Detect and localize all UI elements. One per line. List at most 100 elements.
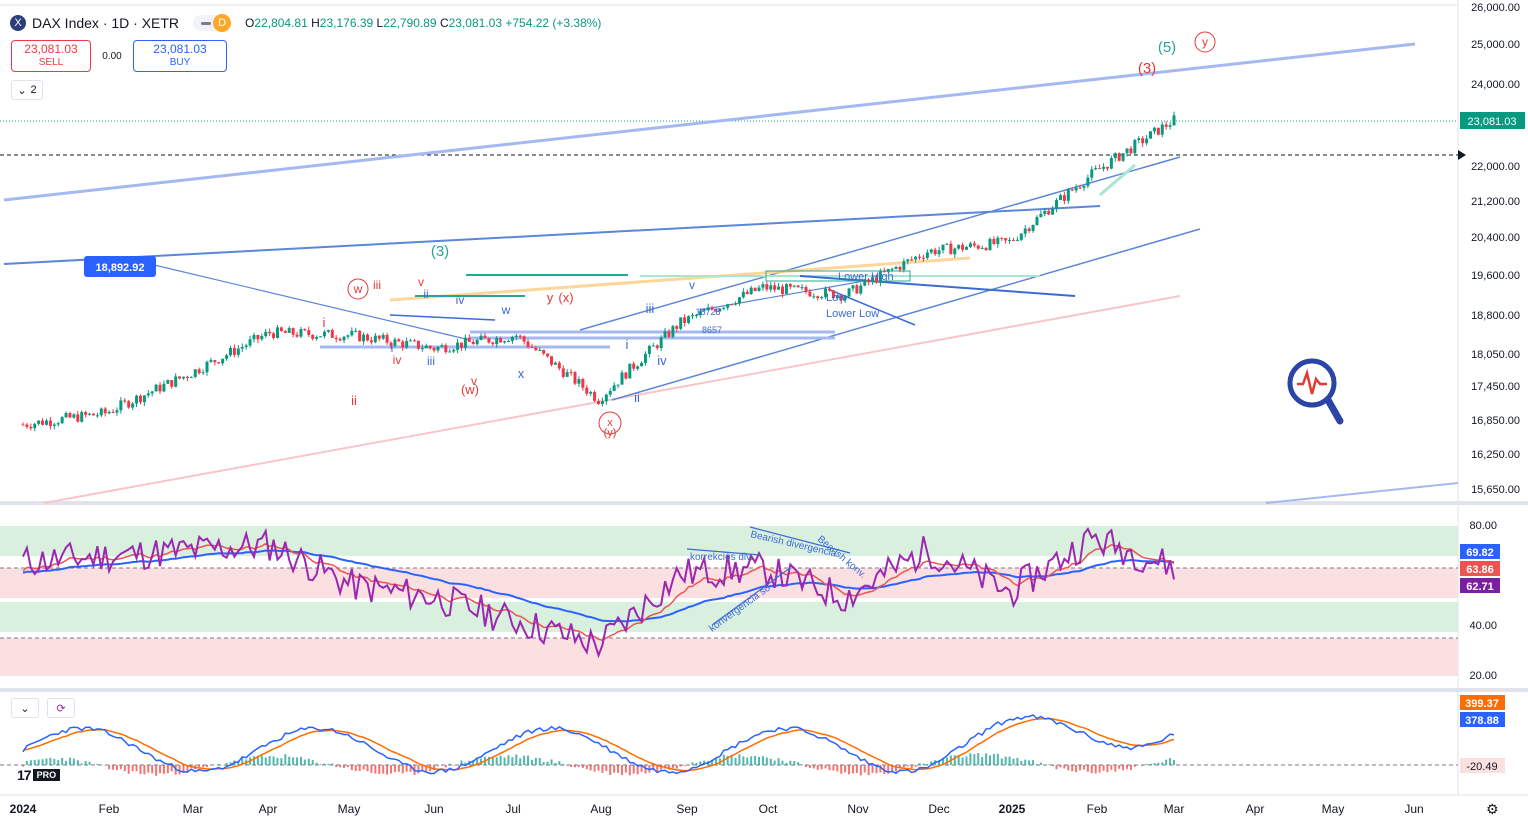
macd-bar — [570, 765, 573, 767]
trendline-upper[interactable] — [3, 42, 1416, 202]
macd-bar — [491, 756, 494, 765]
candle — [949, 243, 953, 255]
macd-bar — [1071, 765, 1074, 772]
candle — [291, 328, 295, 335]
trendline-far[interactable] — [1265, 482, 1459, 504]
candle — [792, 285, 796, 287]
sell-button[interactable]: 23,081.03 SELL — [11, 40, 91, 72]
market-status-pill[interactable]: D — [193, 14, 232, 32]
price-axis-label: 19,600.00 — [1471, 270, 1520, 282]
candle — [287, 328, 291, 333]
candle — [616, 384, 620, 386]
candle — [937, 250, 941, 255]
chevron-down-icon[interactable]: ⌄ — [11, 698, 39, 718]
candle — [757, 287, 761, 291]
macd-bar — [1153, 763, 1156, 765]
macd-bar — [945, 757, 948, 765]
macd-bar — [296, 757, 299, 765]
macd-bar — [758, 756, 761, 765]
price-axis[interactable]: 26,000.00 25,000.00 24,000.00 22,000.00 21,2… — [1471, 2, 1520, 496]
candle — [553, 362, 557, 365]
candle — [142, 395, 146, 403]
symbol-title[interactable]: DAX Index · 1D · XETR — [32, 15, 180, 31]
candle — [221, 358, 225, 364]
indicator-controls: ⌄ ⟳ — [11, 698, 75, 718]
candle — [1141, 138, 1145, 144]
macd-bar — [1169, 758, 1172, 765]
macd-bar — [327, 763, 330, 765]
legend-collapse-button[interactable]: ⌄ 2 — [11, 80, 43, 100]
candle — [659, 337, 663, 349]
macd-bar — [495, 757, 498, 765]
macd-bar — [585, 765, 588, 770]
time-axis-label: Feb — [99, 802, 120, 816]
candle — [268, 331, 272, 334]
macd-bar — [1067, 765, 1070, 771]
candle — [111, 411, 115, 413]
macd-bar — [519, 758, 522, 765]
macd-bar — [746, 757, 749, 765]
candle — [72, 414, 76, 418]
macd-bar — [562, 763, 565, 765]
macd-bar — [115, 765, 118, 771]
macd-bar — [969, 753, 972, 765]
candle — [256, 335, 260, 340]
macd-bar — [1055, 765, 1058, 770]
rsi-pane[interactable]: Bearish divergencia Bearish konv. korrek… — [0, 526, 1458, 676]
candle — [373, 335, 377, 343]
refresh-icon[interactable]: ⟳ — [47, 698, 75, 718]
macd-bar — [80, 763, 83, 765]
wave-label: ii — [423, 287, 428, 301]
candle — [416, 340, 420, 349]
candle — [855, 285, 859, 294]
macd-bar — [241, 757, 244, 765]
candle — [1164, 124, 1168, 127]
time-axis[interactable]: 2024 Feb Mar Apr May Jun Jul Aug Sep Oct Nov Dec 202… — [10, 802, 1424, 816]
candle — [632, 363, 636, 369]
rsi-axis[interactable]: 80.00 40.00 20.00 — [1469, 520, 1497, 682]
candle — [914, 256, 918, 260]
candle — [831, 290, 835, 299]
candle — [471, 341, 475, 345]
candle — [1152, 127, 1156, 132]
macd-bar — [284, 754, 287, 765]
candle — [667, 331, 671, 337]
candle — [174, 376, 178, 387]
symbol-legend[interactable]: X DAX Index · 1D · XETR D O22,804.81 H23… — [10, 12, 601, 34]
price-pane[interactable]: w (5) y (3) (3) iii v ii iv y (x) i i iv… — [0, 31, 1466, 504]
tradingview-logo[interactable]: 17 PRO — [17, 767, 61, 783]
candle — [784, 284, 788, 294]
candle — [640, 362, 644, 367]
price-callout-text: 18,892.92 — [96, 262, 145, 274]
candle — [518, 335, 522, 337]
candle — [244, 345, 248, 348]
candle — [299, 329, 303, 337]
wave-label: i — [391, 341, 394, 355]
rsi-value: 62.71 — [1466, 581, 1494, 593]
time-axis-label: May — [1322, 802, 1345, 816]
magnifier-icon[interactable] — [1287, 358, 1344, 425]
trendline[interactable] — [3, 205, 1101, 265]
buy-button[interactable]: 23,081.03 BUY — [133, 40, 227, 72]
price-callout[interactable] — [84, 256, 156, 277]
candle — [769, 285, 773, 290]
candle — [107, 411, 111, 414]
candle — [847, 288, 851, 297]
candle — [663, 331, 667, 338]
macd-bar — [922, 763, 925, 765]
macd-pane[interactable] — [0, 714, 1458, 776]
candle — [1023, 228, 1027, 234]
macd-bar — [292, 757, 295, 765]
candle — [804, 287, 808, 292]
macd-bar — [401, 765, 404, 774]
macd-bar — [574, 765, 577, 768]
candle — [232, 347, 236, 355]
structure-label: Low — [826, 292, 846, 304]
gear-icon[interactable]: ⚙ — [1486, 801, 1499, 817]
rsi-line — [22, 526, 1175, 659]
wave-label: x — [518, 366, 525, 381]
macd-bar — [464, 762, 467, 765]
candle — [334, 337, 338, 340]
macd-bar — [620, 765, 623, 776]
